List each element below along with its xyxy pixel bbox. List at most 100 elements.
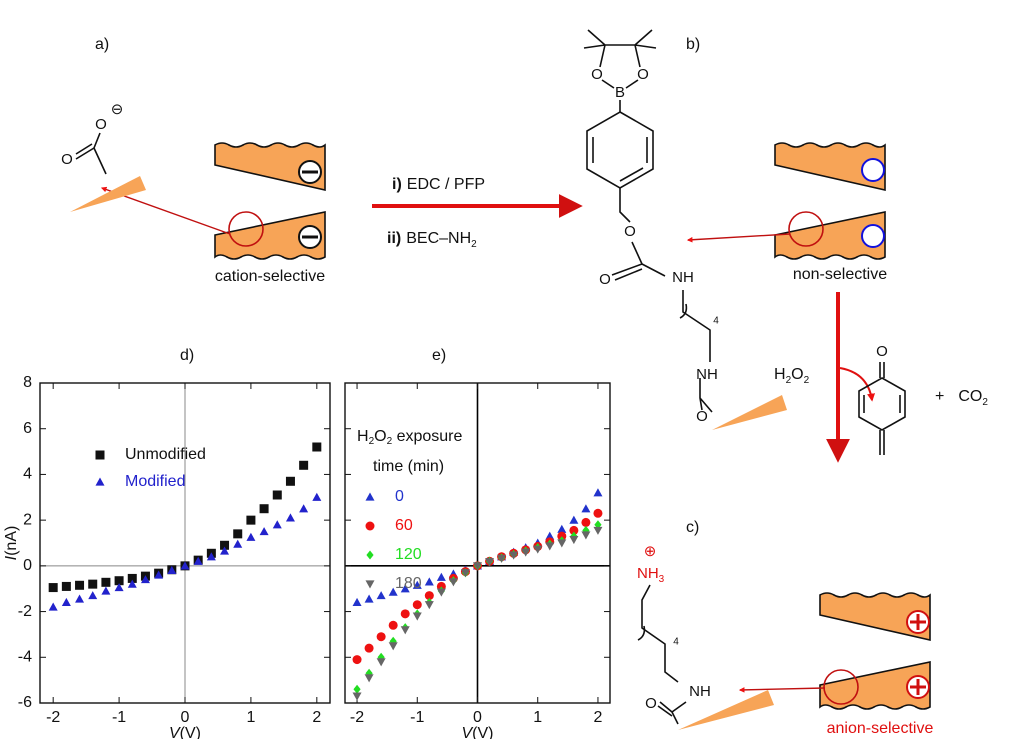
data-point: [437, 589, 446, 597]
legend-label: 180: [395, 575, 422, 592]
data-point: [62, 598, 71, 606]
data-point: [260, 527, 269, 535]
charge: ⊖: [111, 101, 124, 118]
atom: O: [791, 366, 803, 383]
legend-marker: [366, 493, 375, 501]
data-point: [413, 600, 422, 609]
molecule-b: O O B O O NH 4 NH O: [584, 30, 787, 430]
atom: O: [876, 343, 888, 360]
legend-label: 60: [395, 517, 413, 534]
subscript: 2: [804, 375, 810, 386]
subscript: 3: [659, 574, 665, 585]
legend-title: time (min): [373, 458, 444, 475]
y-tick-label: 8: [23, 374, 32, 391]
x-tick-label: 0: [473, 709, 482, 726]
step-number: ii): [387, 230, 401, 247]
data-point: [273, 491, 282, 500]
data-point: [365, 595, 374, 603]
plus: +: [935, 388, 944, 405]
data-point: [389, 621, 398, 630]
figure: a) b) c) cation-selective non-selective …: [0, 0, 1012, 739]
amine: NH3: [637, 565, 665, 585]
data-point: [593, 527, 602, 535]
data-point: [312, 493, 321, 501]
pore-label: cation-selective: [215, 268, 325, 285]
x-tick-label: 2: [594, 709, 603, 726]
data-point: [425, 601, 434, 609]
data-point: [286, 477, 295, 486]
data-point: [233, 540, 242, 548]
panel-label: a): [95, 36, 109, 53]
legend-title-part: H: [357, 428, 369, 445]
data-point: [449, 578, 458, 586]
data-point: [569, 536, 578, 544]
y-tick-label: 0: [23, 557, 32, 574]
atom: NH: [672, 269, 694, 286]
x-tick-label: -1: [410, 709, 424, 726]
data-point: [401, 626, 410, 634]
molecule-a: O O ⊖: [61, 101, 146, 212]
data-point: [353, 655, 362, 664]
data-point: [413, 613, 422, 621]
x-tick-label: -2: [46, 709, 60, 726]
data-point: [353, 685, 360, 694]
reagent: BEC–NH: [406, 230, 471, 247]
x-tick-label: 2: [312, 709, 321, 726]
panel-label: c): [686, 519, 699, 536]
y-tick-label: 4: [23, 466, 32, 483]
subscript: 2: [471, 239, 477, 250]
x-tick-label: 1: [246, 709, 255, 726]
quinone: O: [859, 343, 905, 455]
panel-label: e): [432, 347, 446, 364]
side-arrow: [840, 368, 872, 400]
oxidant: H2O2: [774, 366, 810, 385]
data-point: [437, 573, 446, 581]
y-tick-label: -2: [18, 603, 32, 620]
y-tick-label: 2: [23, 511, 32, 528]
data-point: [389, 642, 398, 650]
atom: NH: [689, 683, 711, 700]
data-point: [260, 504, 269, 513]
data-point: [62, 582, 71, 591]
data-point: [75, 581, 84, 590]
data-point: [101, 587, 110, 595]
atom: O: [591, 66, 603, 83]
x-tick-label: 0: [181, 709, 190, 726]
data-point: [377, 658, 386, 666]
step-number: i): [392, 176, 402, 193]
data-point: [581, 504, 590, 512]
repeat-count: 4: [673, 637, 679, 648]
pore-a: [102, 143, 325, 259]
legend-marker: [366, 580, 375, 588]
atom: H: [774, 366, 786, 383]
molecule-c: ⊕ NH3 4 NH O: [637, 543, 774, 730]
y-tick-label: -4: [18, 649, 32, 666]
atom: NH: [637, 565, 659, 582]
reagent: EDC / PFP: [407, 176, 485, 193]
legend-label: 0: [395, 488, 404, 505]
data-point: [377, 632, 386, 641]
atom: CO: [958, 388, 982, 405]
subscript: 2: [982, 397, 988, 408]
data-point: [299, 461, 308, 470]
legend-marker: [96, 451, 105, 460]
data-point: [557, 539, 566, 547]
reagent-2: ii) BEC–NH2: [387, 230, 477, 249]
y-tick-label: -6: [18, 694, 32, 711]
atom: O: [95, 116, 107, 133]
legend-marker: [96, 478, 105, 486]
legend-label: Unmodified: [125, 446, 206, 463]
x-axis-label: V(V): [169, 725, 201, 739]
data-point: [246, 516, 255, 525]
y-tick-label: 6: [23, 420, 32, 437]
data-point: [246, 533, 255, 541]
data-point: [299, 504, 308, 512]
byproduct: + CO2: [935, 388, 988, 407]
legend-marker: [366, 522, 375, 531]
data-point: [581, 531, 590, 539]
charts: d)-2-1012-6-4-202468I(nA)V(V)UnmodifiedM…: [3, 347, 610, 739]
x-tick-label: 1: [533, 709, 542, 726]
label-part: (V): [472, 725, 493, 739]
atom: O: [696, 408, 708, 425]
